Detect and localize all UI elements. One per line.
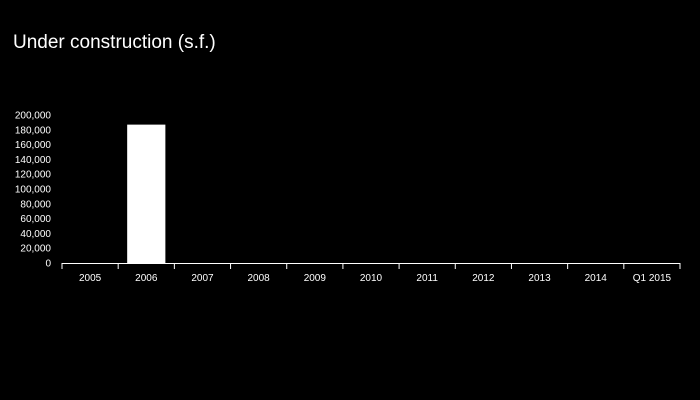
x-tick-label: 2013 xyxy=(528,273,551,284)
y-tick-label: 180,000 xyxy=(15,125,52,136)
y-tick-label: 20,000 xyxy=(20,244,51,255)
x-tick-label: 2012 xyxy=(472,273,495,284)
x-tick-label: 2011 xyxy=(416,273,438,284)
x-axis: 2005 2006 2007 2008 2009 2010 2011 2012 2013 2014… xyxy=(61,263,681,284)
y-tick-label: 40,000 xyxy=(20,229,51,240)
y-tick-label: 140,000 xyxy=(15,155,52,166)
bars xyxy=(127,124,166,264)
y-tick-label: 60,000 xyxy=(20,214,51,225)
y-tick-label: 200,000 xyxy=(15,111,52,122)
x-tick-label: 2014 xyxy=(585,273,608,284)
chart-title: Under construction (s.f.) xyxy=(13,32,216,53)
x-tick-label: 2006 xyxy=(135,273,158,284)
x-tick-label: 2009 xyxy=(304,273,327,284)
y-tick-label: 160,000 xyxy=(15,140,52,151)
y-tick-label: 80,000 xyxy=(20,199,51,210)
y-tick-label: 0 xyxy=(45,259,51,270)
y-tick-label: 100,000 xyxy=(15,185,52,196)
bar-2006 xyxy=(127,124,166,264)
x-tick-label: Q1 2015 xyxy=(633,273,672,284)
x-tick-label: 2010 xyxy=(360,273,383,284)
x-tick-label: 2007 xyxy=(191,273,214,284)
x-tick-label: 2008 xyxy=(248,273,271,284)
y-tick-label: 120,000 xyxy=(15,170,52,181)
x-tick-label: 2005 xyxy=(79,273,102,284)
y-axis: 0 20,000 40,000 60,000 80,000 100,000 120,000 1… xyxy=(15,111,52,270)
